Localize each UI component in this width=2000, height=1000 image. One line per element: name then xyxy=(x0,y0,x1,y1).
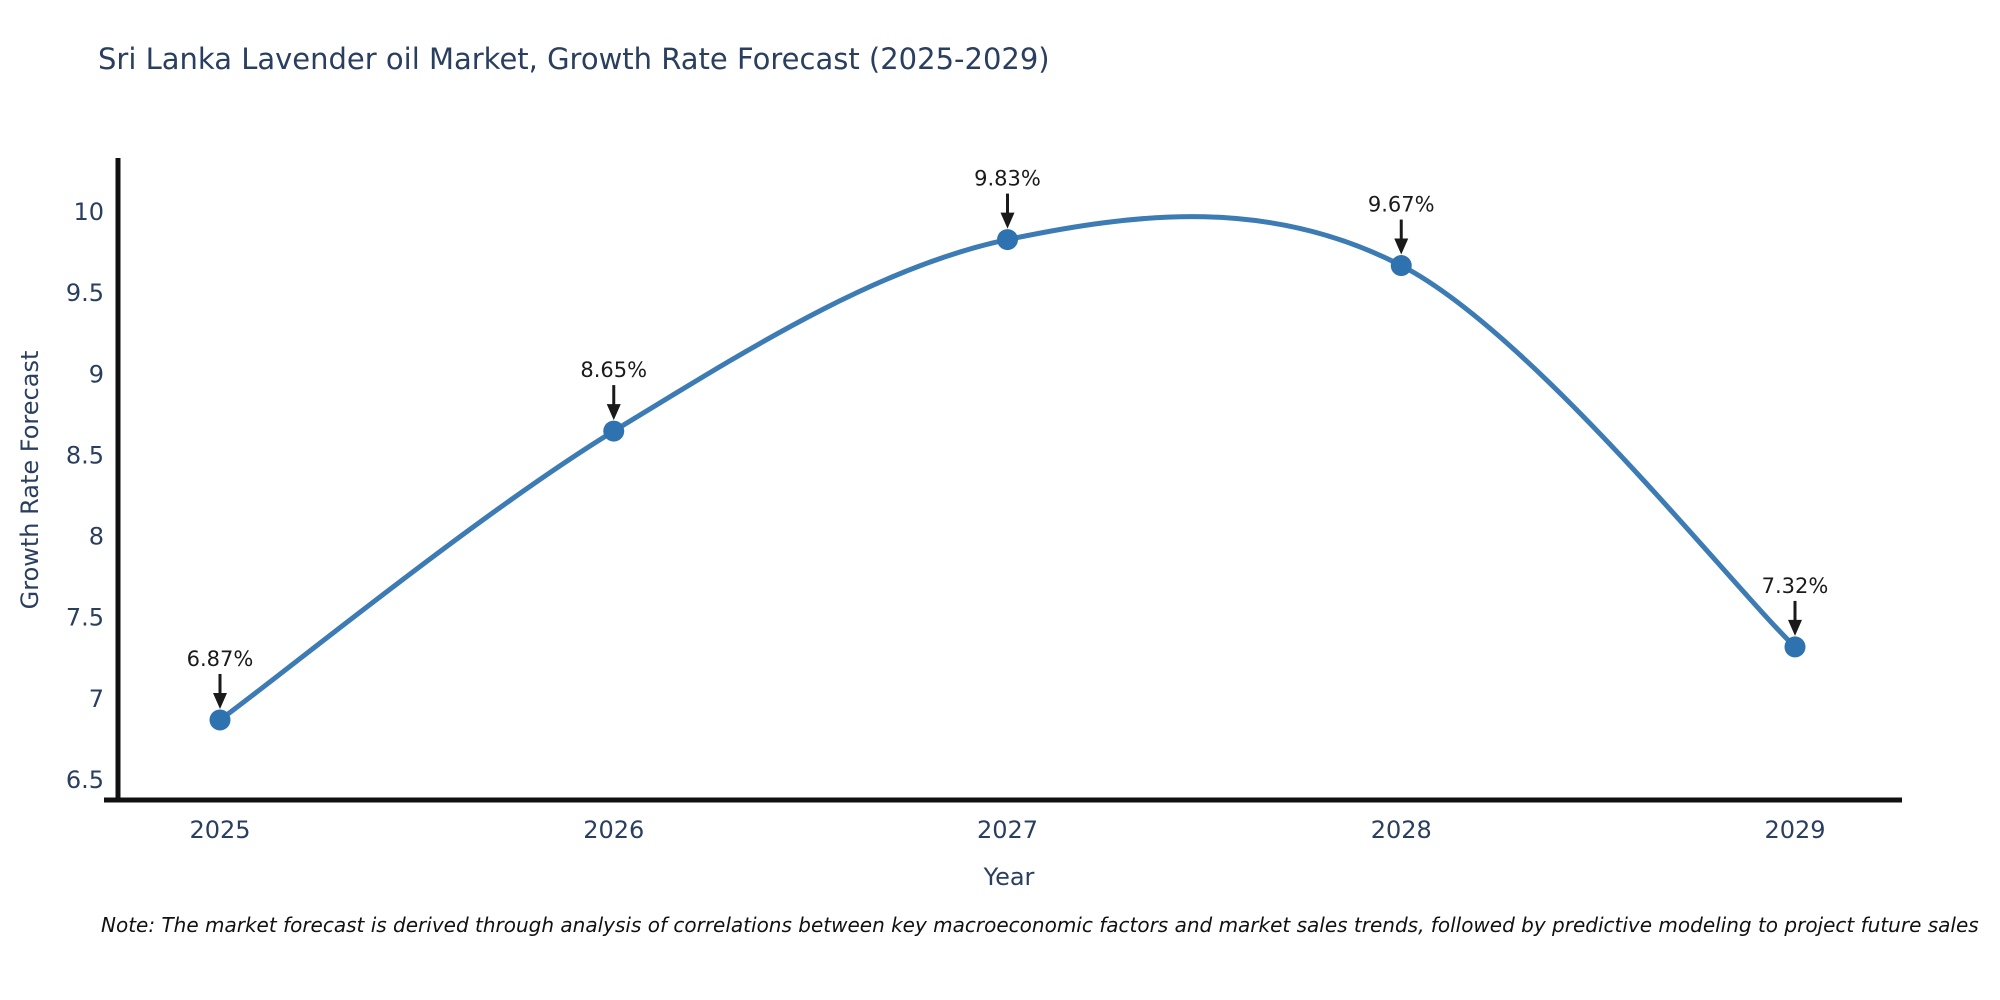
annotation-arrowhead-icon xyxy=(606,404,621,421)
data-point-marker xyxy=(209,709,231,731)
y-tick-label: 7 xyxy=(89,685,104,713)
data-point-label: 9.67% xyxy=(1368,193,1435,217)
x-tick-label: 2029 xyxy=(1764,816,1825,844)
annotation-arrowhead-icon xyxy=(213,692,227,709)
y-tick-label: 9.5 xyxy=(66,279,104,307)
data-point-marker xyxy=(603,420,625,442)
x-tick-label: 2027 xyxy=(977,816,1038,844)
y-tick-label: 7.5 xyxy=(66,604,104,632)
y-axis-title: Growth Rate Forecast xyxy=(16,350,44,610)
data-point-marker xyxy=(1784,636,1806,658)
annotation-arrowhead-icon xyxy=(1394,238,1409,255)
x-tick-label: 2028 xyxy=(1371,816,1432,844)
annotation-arrowhead-icon xyxy=(1000,212,1015,229)
annotation-arrowhead-icon xyxy=(1788,619,1802,636)
data-point-label: 9.83% xyxy=(974,167,1041,191)
y-tick-label: 9 xyxy=(89,360,104,388)
data-point-label: 6.87% xyxy=(187,647,254,671)
data-point-label: 8.65% xyxy=(580,358,647,382)
y-tick-label: 8 xyxy=(89,523,104,551)
footnote: Note: The market forecast is derived thr… xyxy=(101,913,1979,937)
data-point-marker xyxy=(997,229,1018,251)
x-tick-label: 2026 xyxy=(583,816,644,844)
data-point-marker xyxy=(1390,255,1412,277)
trend-line xyxy=(217,214,1798,723)
chart-title: Sri Lanka Lavender oil Market, Growth Ra… xyxy=(98,42,1050,76)
x-axis-title: Year xyxy=(983,863,1035,891)
x-tick-label: 2025 xyxy=(189,816,250,844)
y-tick-label: 10 xyxy=(73,198,104,226)
y-tick-label: 8.5 xyxy=(66,441,104,469)
y-tick-label: 6.5 xyxy=(66,766,104,794)
data-point-label: 7.32% xyxy=(1762,574,1829,598)
